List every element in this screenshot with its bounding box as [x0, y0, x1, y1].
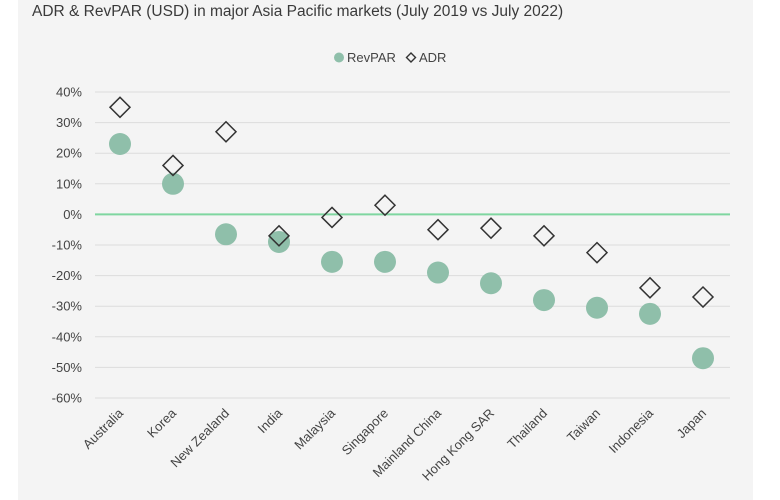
adr-point [373, 194, 397, 217]
chart-panel [18, 0, 753, 500]
legend-revpar-label: RevPAR [347, 50, 396, 65]
revpar-point [639, 302, 661, 325]
revpar-point [586, 296, 608, 319]
y-tick-label: -50% [52, 360, 83, 375]
adr-point [585, 241, 609, 264]
legend-revpar-marker [334, 52, 344, 63]
adr-point [691, 285, 715, 309]
y-tick-label: -60% [52, 391, 83, 406]
adr-point [320, 206, 344, 229]
legend-adr-marker [405, 52, 417, 63]
chart-title: ADR & RevPAR (USD) in major Asia Pacific… [32, 3, 564, 20]
y-tick-label: -10% [52, 238, 83, 253]
revpar-point [374, 250, 396, 273]
y-tick-label: 0% [63, 207, 82, 222]
adr-point [267, 224, 291, 247]
y-tick-label: 10% [56, 176, 82, 191]
revpar-point [480, 272, 502, 295]
data-marks [108, 96, 715, 370]
revpar-point [109, 133, 131, 156]
adr-point [532, 224, 556, 247]
revpar-point [533, 289, 555, 312]
y-tick-label: -20% [52, 268, 83, 283]
adr-point [214, 120, 238, 143]
grid-lines [95, 91, 730, 399]
revpar-point [321, 250, 343, 273]
x-tick-label: Australia [80, 405, 127, 452]
revpar-point [692, 347, 714, 370]
y-tick-label: 40% [56, 85, 82, 100]
x-tick-label: Singapore [339, 406, 392, 459]
y-axis-ticks: 40% 30% 20% 10% 0% -10% -20% -30% -40% -50% -60% [52, 85, 83, 406]
y-tick-label: 20% [56, 146, 82, 161]
x-tick-label: India [255, 405, 286, 436]
x-tick-label: Indonesia [606, 405, 657, 456]
x-tick-label: Korea [144, 405, 180, 441]
revpar-point [162, 172, 184, 195]
adr-point [108, 96, 132, 119]
x-tick-label: Malaysia [291, 405, 338, 452]
x-tick-label: Japan [673, 406, 709, 442]
x-tick-label: Thailand [504, 406, 550, 452]
adr-point [638, 276, 662, 299]
revpar-point [215, 223, 237, 246]
legend: RevPAR ADR [334, 50, 446, 65]
adr-point [426, 218, 450, 241]
revpar-point [427, 261, 449, 284]
y-tick-label: -40% [52, 329, 83, 344]
adr-point [479, 217, 503, 240]
revpar-point [268, 230, 290, 253]
y-tick-label: 30% [56, 115, 82, 130]
legend-adr-label: ADR [419, 50, 446, 65]
adr-point [161, 154, 185, 177]
x-tick-label: Taiwan [564, 406, 603, 445]
y-tick-label: -30% [52, 299, 83, 314]
